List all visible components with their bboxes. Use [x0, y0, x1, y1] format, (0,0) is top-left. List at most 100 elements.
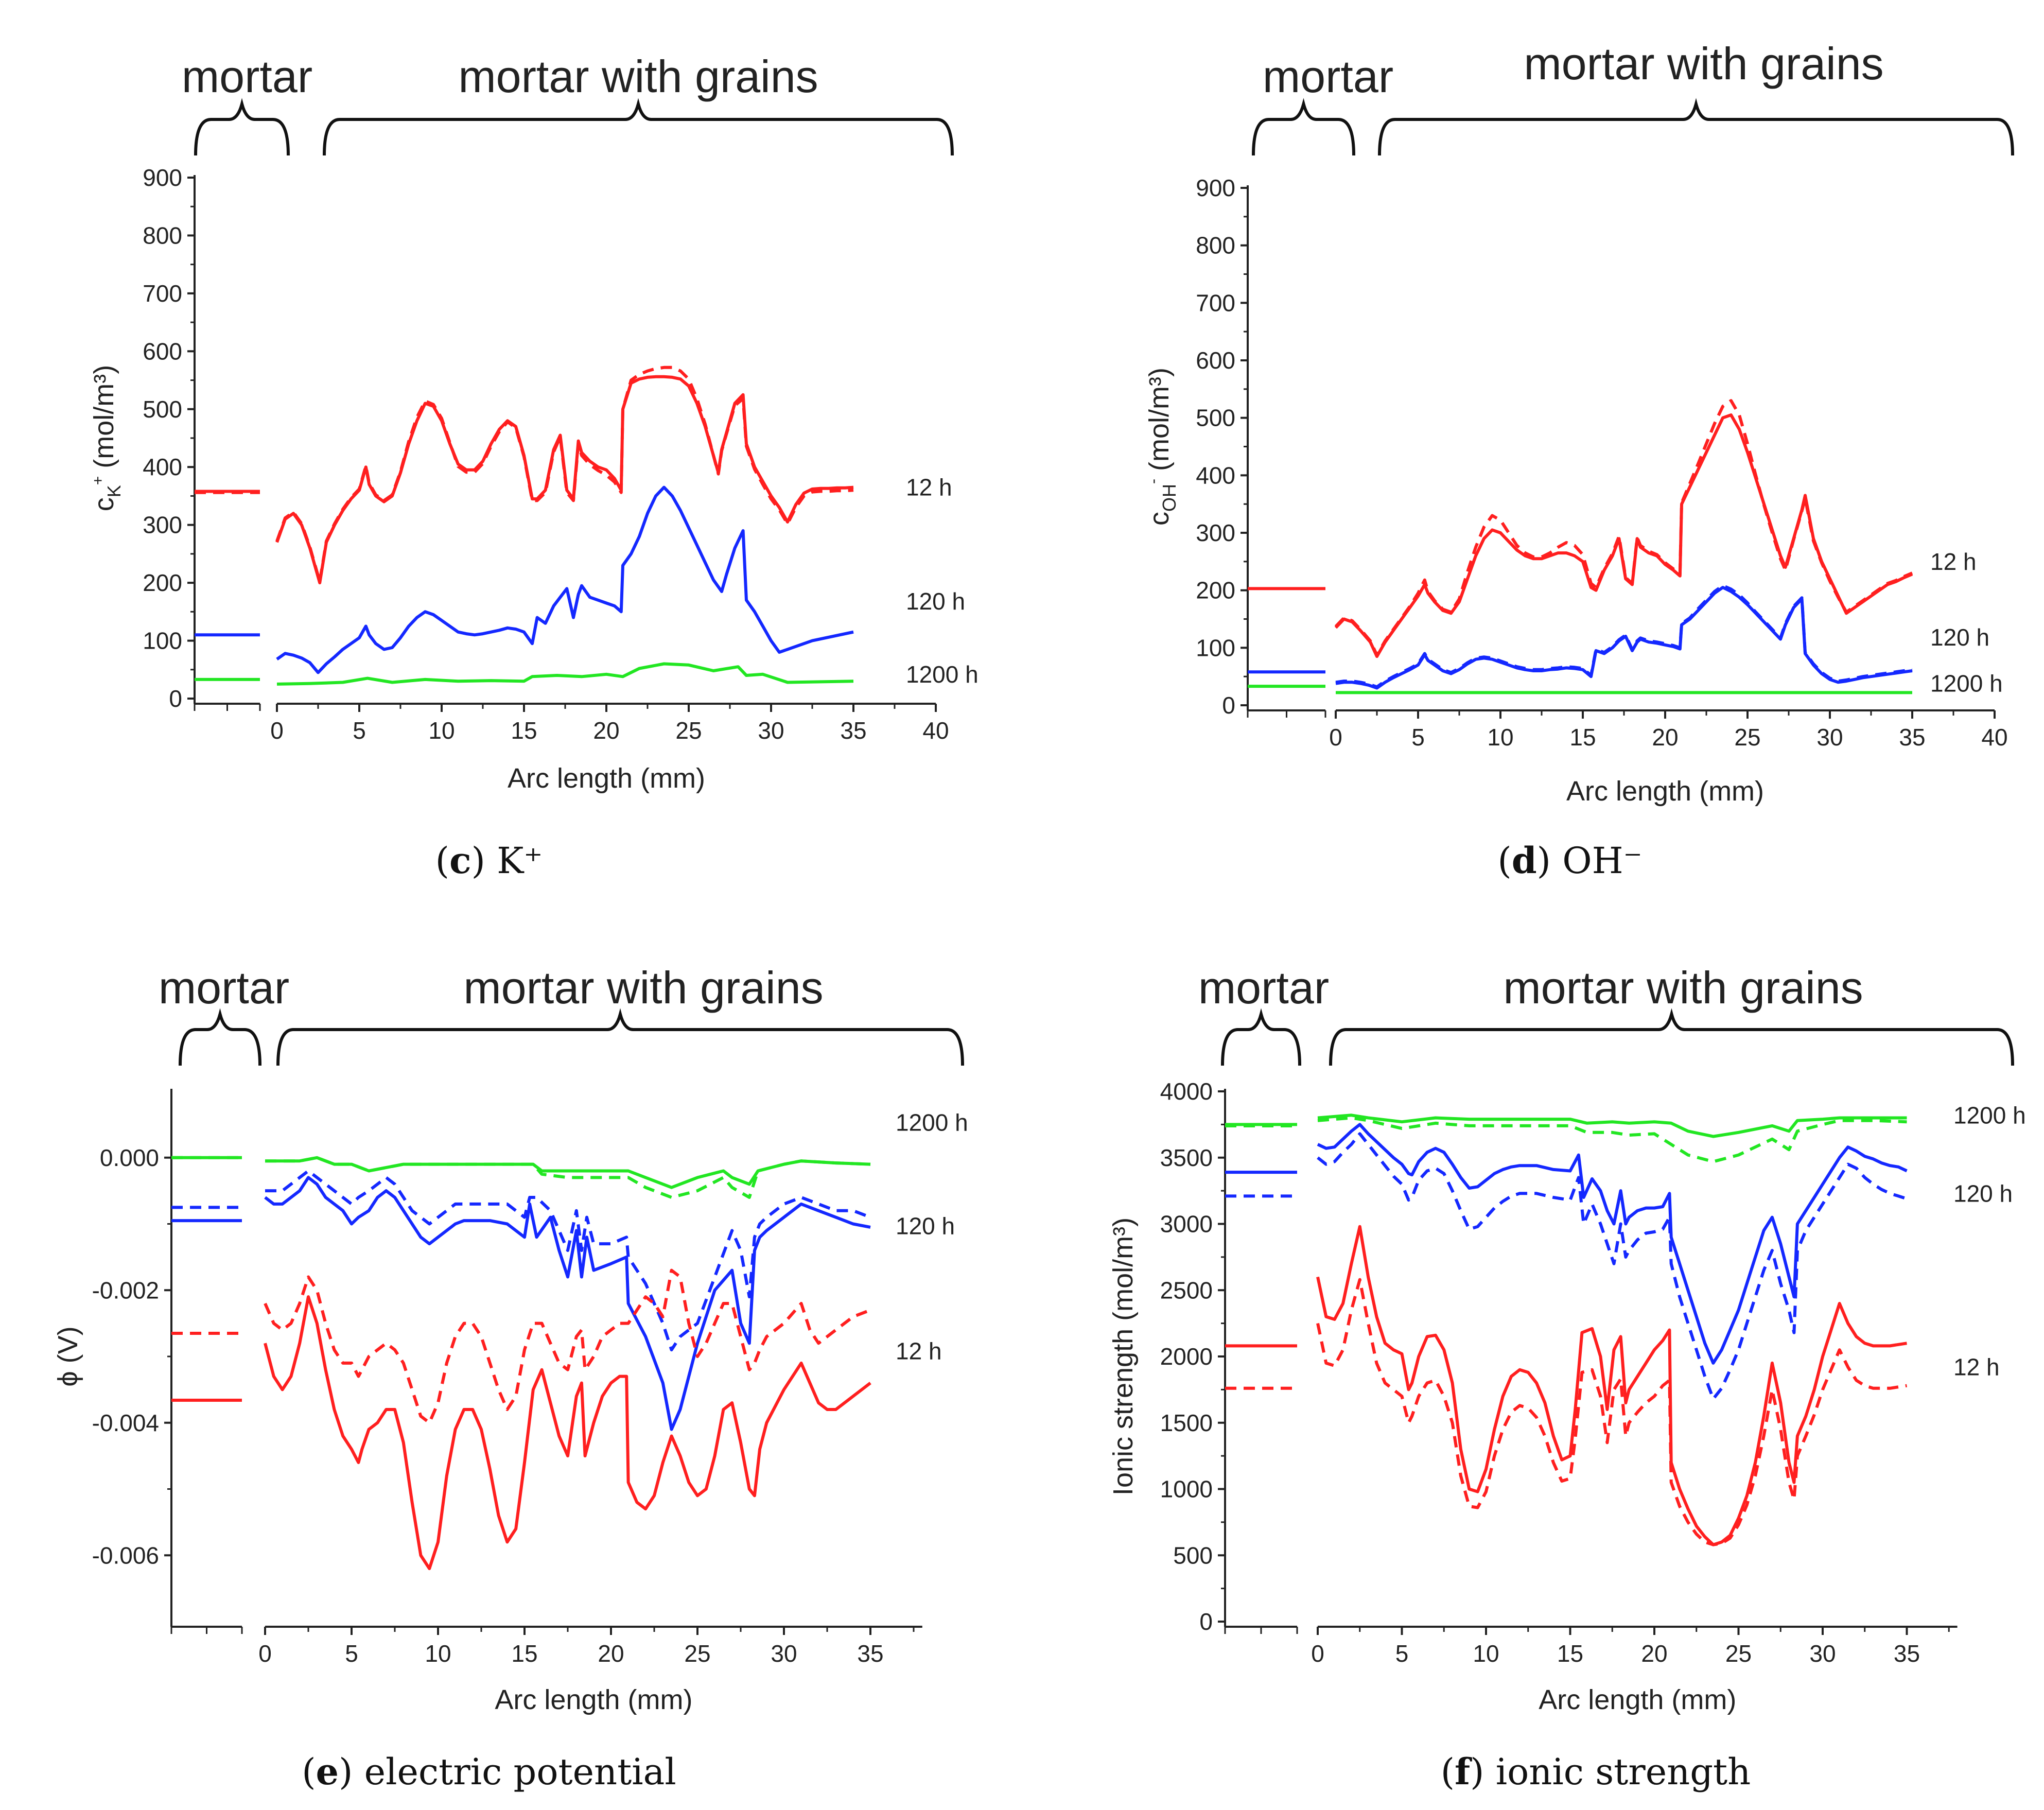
series-1200-h: 1200 h — [1225, 1102, 2026, 1163]
series-line-solid — [276, 662, 854, 686]
series-label: 12 h — [1953, 1354, 2000, 1381]
brace-mortar-with-grains — [1329, 1008, 2014, 1066]
y-tick-label: 2000 — [1160, 1343, 1213, 1370]
y-tick-label: 900 — [143, 164, 182, 191]
series-12-h: 12 h — [171, 1268, 942, 1570]
series-120-h: 120 h — [195, 485, 965, 674]
series-label: 120 h — [896, 1212, 955, 1239]
y-tick-label: 200 — [1196, 577, 1235, 604]
y-tick-label: -0.006 — [92, 1542, 159, 1569]
x-tick-label: 10 — [1487, 724, 1513, 751]
x-tick-label: 25 — [1725, 1640, 1752, 1667]
brace-mortar — [179, 1008, 261, 1066]
series-label: 120 h — [1953, 1180, 2013, 1207]
series-1200-h: 1200 h — [1248, 670, 2003, 697]
caption-c: (c) K⁺ — [435, 839, 543, 882]
series-12-h: 12 h — [195, 366, 952, 585]
series-label: 120 h — [906, 588, 965, 615]
brace-mortar — [1252, 98, 1355, 156]
series-1200-h: 1200 h — [195, 661, 979, 688]
x-tick-label: 25 — [675, 717, 702, 744]
caption-e: (e) electric potential — [302, 1750, 676, 1793]
series-120-h: 120 h — [1248, 584, 1989, 690]
series-1200-h: 1200 h — [171, 1109, 968, 1199]
x-tick-label: 30 — [1816, 724, 1843, 751]
series-12-h: 12 h — [1248, 399, 1977, 658]
y-tick-label: 2500 — [1160, 1277, 1213, 1303]
y-tick-label: 100 — [1196, 634, 1235, 661]
region-label-mortar: mortar — [182, 51, 312, 102]
y-tick-label: 300 — [1196, 519, 1235, 546]
x-tick-label: 5 — [353, 717, 366, 744]
x-tick-label: 35 — [857, 1640, 883, 1667]
series-line-dashed — [1317, 1116, 1907, 1163]
series-line-dashed — [265, 1156, 871, 1199]
x-tick-label: 30 — [1809, 1640, 1836, 1667]
y-tick-label: 300 — [143, 512, 182, 538]
y-tick-label: 4000 — [1160, 1078, 1213, 1105]
caption-f: (f) ionic strength — [1440, 1750, 1751, 1793]
series-label: 1200 h — [1930, 670, 2003, 697]
series-12-h: 12 h — [1225, 1225, 2000, 1546]
y-tick-label: 900 — [1196, 175, 1235, 201]
series-line-solid — [264, 1176, 871, 1431]
x-tick-label: 0 — [1311, 1640, 1324, 1667]
x-tick-label: 0 — [258, 1640, 272, 1667]
y-tick-label: 500 — [143, 396, 182, 423]
y-tick-label: 0 — [1199, 1608, 1213, 1635]
y-tick-label: 0 — [1222, 692, 1235, 719]
x-tick-label: 20 — [1641, 1640, 1667, 1667]
series-line-dashed — [265, 1169, 871, 1352]
x-tick-label: 0 — [1329, 724, 1342, 751]
y-tick-label: 0.000 — [100, 1144, 159, 1171]
x-tick-label: 10 — [1473, 1640, 1499, 1667]
series-line-solid — [265, 1156, 871, 1189]
y-tick-label: 500 — [1196, 405, 1235, 431]
series-line-solid — [1335, 586, 1913, 690]
x-tick-label: 25 — [684, 1640, 710, 1667]
y-tick-label: 400 — [1196, 462, 1235, 489]
series-label: 12 h — [1930, 548, 1977, 575]
series-line-solid — [264, 1295, 871, 1570]
x-tick-label: 5 — [1395, 1640, 1409, 1667]
x-tick-label: 20 — [1652, 724, 1678, 751]
region-label-mortar-with-grains: mortar with grains — [463, 962, 823, 1013]
x-tick-label: 20 — [598, 1640, 624, 1667]
series-line-dashed — [264, 1268, 871, 1424]
x-axis-label: Arc length (mm) — [1566, 776, 1764, 807]
brace-mortar-with-grains — [276, 1008, 964, 1066]
x-tick-label: 35 — [840, 717, 866, 744]
y-tick-label: 200 — [143, 569, 182, 596]
brace-mortar-with-grains — [323, 98, 954, 156]
y-tick-label: 400 — [143, 454, 182, 480]
region-label-mortar-with-grains: mortar with grains — [458, 51, 818, 102]
y-tick-label: 1000 — [1160, 1476, 1213, 1503]
series-label: 1200 h — [906, 661, 979, 688]
region-label-mortar: mortar — [159, 962, 289, 1013]
x-tick-label: 15 — [1557, 1640, 1583, 1667]
series-line-solid — [1316, 1225, 1907, 1546]
region-label-mortar-with-grains: mortar with grains — [1503, 962, 1863, 1013]
y-tick-label: 800 — [143, 222, 182, 249]
series-label: 12 h — [896, 1338, 942, 1365]
panel-e: mortar mortar with grains 0.000 -0.002 -0.00… — [53, 962, 968, 1715]
series-line-solid — [1317, 1113, 1907, 1138]
brace-mortar — [1221, 1008, 1301, 1066]
x-tick-label: 15 — [511, 717, 537, 744]
y-tick-label: 700 — [143, 280, 182, 307]
region-label-mortar-with-grains: mortar with grains — [1524, 38, 1883, 89]
panel-d: mortar mortar with grains0100200300400500… — [1144, 38, 2008, 807]
x-tick-label: 20 — [593, 717, 619, 744]
series-label: 120 h — [1930, 624, 1989, 651]
y-tick-label: 0 — [169, 685, 182, 712]
x-tick-label: 30 — [771, 1640, 797, 1667]
series-120-h: 120 h — [1225, 1123, 2013, 1401]
x-tick-label: 25 — [1734, 724, 1760, 751]
y-tick-label: 3500 — [1160, 1144, 1213, 1171]
x-tick-label: 40 — [1981, 724, 2007, 751]
series-line-solid — [275, 375, 854, 585]
y-axis-label: ϕ (V) — [53, 1326, 83, 1386]
series-line-solid — [1334, 413, 1913, 658]
y-tick-label: 700 — [1196, 289, 1235, 316]
x-axis-label: Arc length (mm) — [508, 763, 705, 794]
